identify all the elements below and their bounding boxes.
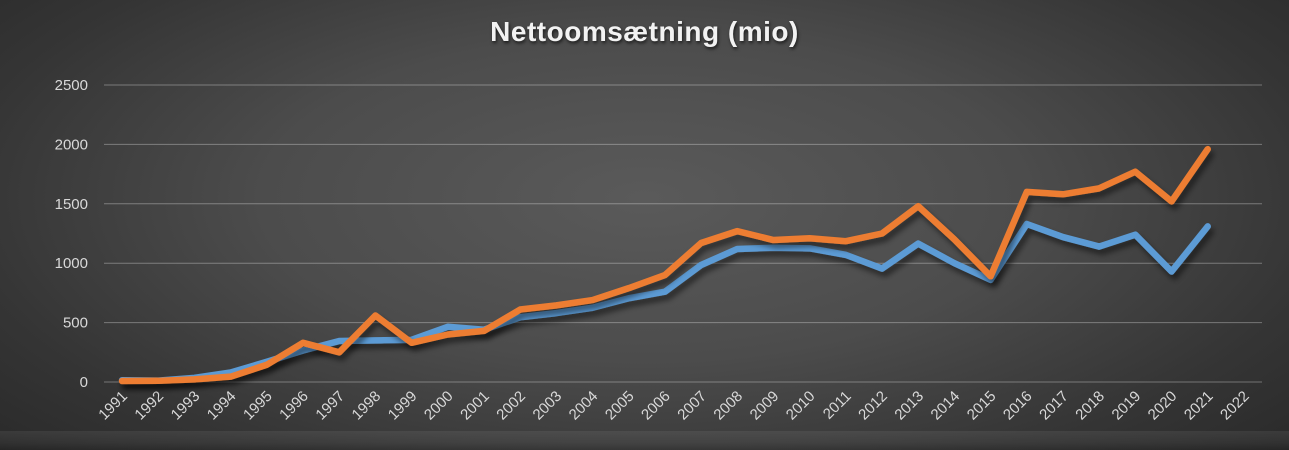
- x-axis-label: 2016: [1000, 388, 1036, 424]
- y-axis-label: 500: [63, 315, 88, 332]
- x-axis-label: 2008: [710, 388, 746, 424]
- y-axis-label: 0: [80, 374, 88, 391]
- x-axis-label: 1995: [240, 388, 276, 424]
- x-axis-label: 1993: [168, 388, 204, 424]
- x-axis-label: 2020: [1145, 388, 1181, 424]
- x-axis-label: 2007: [674, 388, 710, 424]
- x-axis-label: 2013: [891, 388, 927, 424]
- x-axis-label: 1996: [276, 388, 312, 424]
- chart-title: Nettoomsætning (mio): [490, 16, 799, 47]
- x-axis-label: 2004: [566, 388, 602, 424]
- x-axis-label: 1994: [204, 388, 240, 424]
- series-line-blue: [118, 220, 1211, 384]
- x-axis-label: 2003: [530, 388, 566, 424]
- x-axis-label: 2012: [855, 388, 891, 424]
- x-axis-label: 2017: [1036, 388, 1072, 424]
- y-axis-label: 1000: [55, 255, 88, 272]
- x-axis-label: 2011: [820, 388, 855, 423]
- x-axis-label: 2015: [964, 388, 1000, 424]
- y-axis-label: 2500: [55, 77, 88, 94]
- x-axis-label: 2001: [457, 388, 493, 424]
- x-axis-label: 1992: [131, 388, 167, 424]
- x-axis-label: 2022: [1217, 388, 1253, 424]
- x-axis-label: 2010: [783, 388, 819, 424]
- x-axis-label: 2000: [421, 388, 457, 424]
- x-axis-label: 2021: [1181, 388, 1217, 424]
- x-axis-label: 2005: [602, 388, 638, 424]
- x-axis-label: 2019: [1109, 388, 1145, 424]
- y-axis-label: 2000: [55, 136, 88, 153]
- x-axis-label: 2009: [747, 388, 783, 424]
- x-axis-label: 2018: [1072, 388, 1108, 424]
- x-axis-label: 2002: [493, 388, 529, 424]
- y-axis-label: 1500: [55, 196, 88, 213]
- x-axis-label: 1991: [95, 388, 131, 424]
- series-line-orange: [118, 145, 1211, 385]
- x-axis-label: 2014: [928, 388, 964, 424]
- x-axis-label: 1999: [385, 388, 421, 424]
- x-axis-label: 1998: [349, 388, 385, 424]
- x-axis-label: 1997: [312, 388, 348, 424]
- x-axis-label: 2006: [638, 388, 674, 424]
